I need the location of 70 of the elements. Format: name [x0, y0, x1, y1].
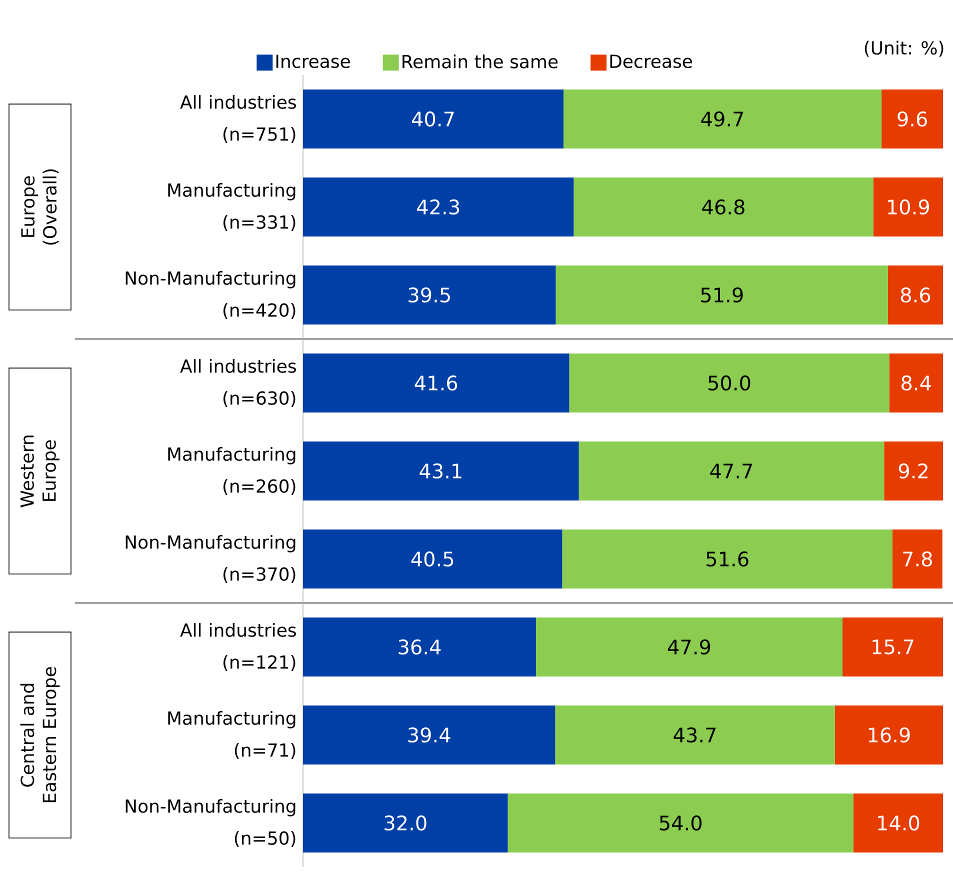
text: (Unit: %) — [864, 40, 944, 57]
bar — [884, 442, 944, 500]
y-tick-label: Non-Manufacturing (n=420) — [126, 270, 296, 320]
data-label: 51.6 — [706, 551, 748, 567]
bar — [578, 442, 884, 500]
data-label: 49.7 — [701, 111, 744, 127]
data-label: 47.7 — [710, 464, 752, 478]
data-label: 15.7 — [872, 640, 914, 654]
data-label: 10.9 — [888, 199, 929, 215]
data-label: 39.5 — [408, 287, 450, 303]
bar — [556, 266, 888, 324]
data-label: 51.9 — [701, 287, 743, 303]
data-label: 39.4 — [408, 727, 450, 743]
bar — [303, 178, 574, 236]
bar — [882, 90, 944, 148]
data-label: 16.9 — [868, 727, 910, 743]
data-label: 8.4 — [902, 375, 931, 391]
data-label: 41.6 — [414, 375, 458, 391]
data-label: 32.0 — [384, 815, 426, 831]
data-label: 7.8 — [903, 551, 932, 567]
data-label: 46.8 — [702, 199, 744, 215]
y-tick-label: All industries (n=630) — [180, 358, 296, 408]
bar — [303, 90, 564, 148]
y-tick-label: Non-Manufacturing (n=370) — [126, 534, 296, 584]
legend-label: Decrease — [610, 54, 692, 68]
data-label: 43.1 — [420, 463, 462, 479]
y-tick-label: Manufacturing (n=331) — [168, 182, 296, 232]
bar — [569, 354, 890, 412]
bar — [303, 266, 556, 324]
bar — [873, 178, 944, 236]
bar — [303, 530, 562, 588]
data-label: 36.4 — [398, 639, 441, 655]
bar — [563, 90, 882, 148]
bar — [536, 618, 843, 676]
bar — [888, 266, 944, 324]
data-label: 42.3 — [417, 199, 460, 215]
data-label: 14.0 — [878, 815, 920, 831]
bar — [303, 354, 570, 412]
data-label: 9.6 — [898, 111, 927, 127]
data-label: 8.6 — [900, 287, 930, 303]
y-tick-label: Manufacturing (n=71) — [168, 710, 296, 760]
data-label: 40.7 — [412, 111, 454, 127]
y-tick-label: All industries (n=121) — [180, 622, 296, 672]
bar — [555, 706, 835, 764]
bar — [508, 794, 854, 852]
data-label: 47.9 — [668, 639, 710, 655]
data-label: 54.0 — [660, 815, 702, 831]
bar — [574, 178, 874, 236]
bar — [889, 354, 944, 412]
text: Central and Eastern Europe — [20, 667, 60, 802]
bar — [853, 794, 944, 852]
y-tick-label: All industries (n=751) — [180, 94, 296, 144]
data-label: 40.5 — [411, 551, 454, 567]
legend-label: Remain the same — [402, 54, 558, 68]
data-label: 43.7 — [674, 727, 716, 743]
data-label: 9.2 — [898, 463, 928, 479]
legend-label: Increase — [276, 54, 350, 68]
text: Western Europe — [20, 436, 60, 508]
bar — [303, 618, 536, 676]
bar — [834, 706, 944, 764]
bar — [892, 530, 942, 588]
bar — [562, 530, 892, 588]
y-tick-label: Non-Manufacturing (n=50) — [126, 798, 296, 848]
bar — [303, 794, 508, 852]
bar — [842, 618, 944, 676]
bar — [303, 442, 579, 500]
bar — [303, 706, 556, 764]
data-label: 50.0 — [708, 375, 750, 391]
y-tick-label: Manufacturing (n=260) — [168, 446, 296, 496]
text: Europe (Overall) — [21, 169, 59, 245]
